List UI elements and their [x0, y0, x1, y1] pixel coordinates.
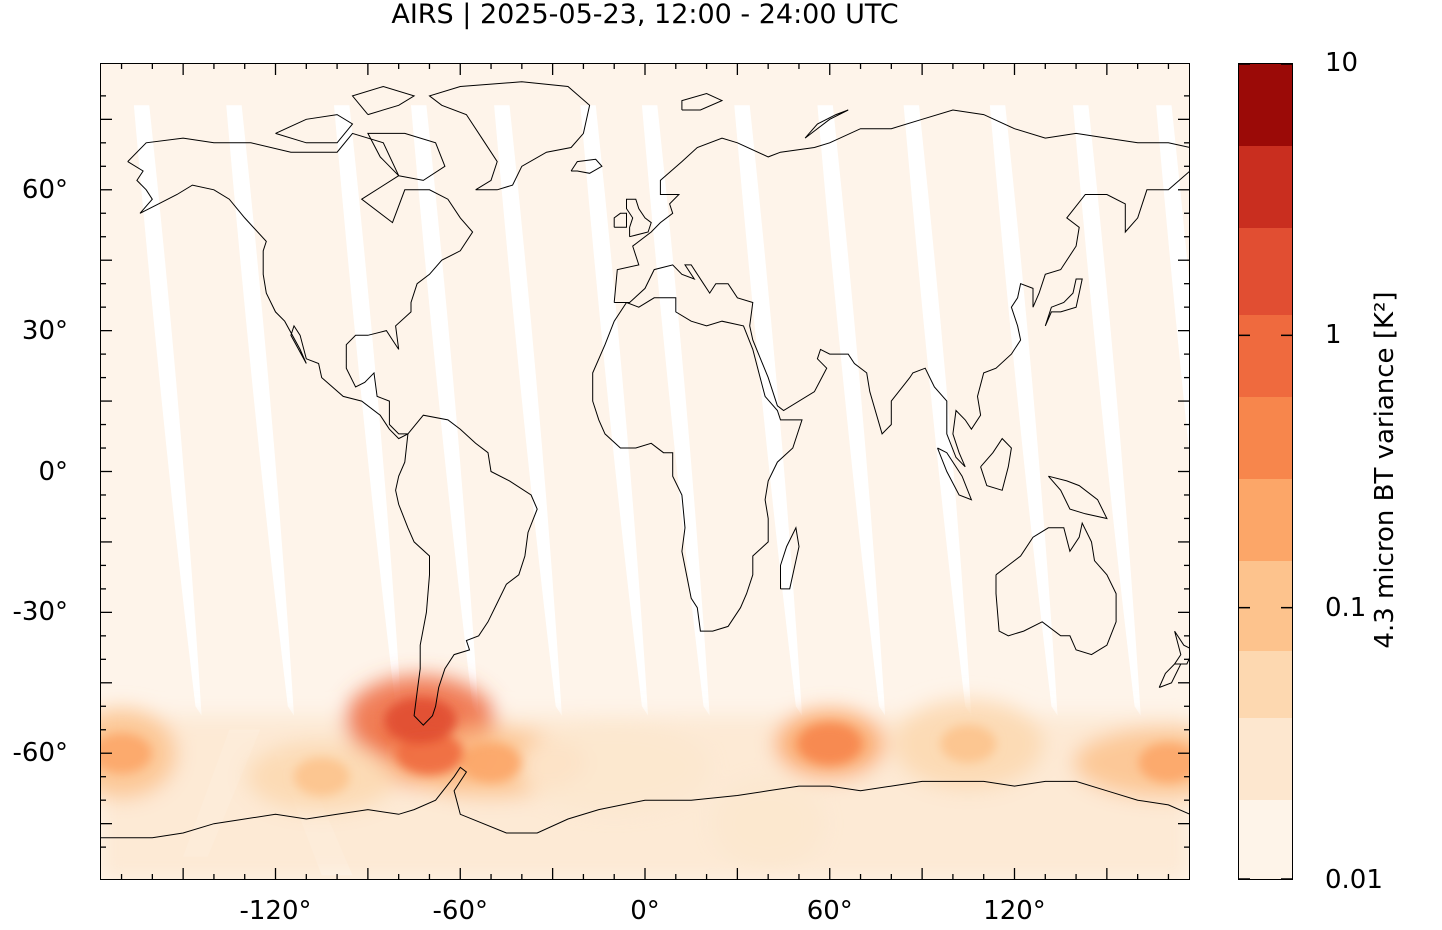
orbit-gap — [817, 105, 886, 716]
colorbar-title: 4.3 micron BT variance [K²] — [1370, 291, 1400, 649]
orbit-gap — [580, 105, 649, 716]
coastline — [1048, 475, 1108, 520]
colorbar-segment — [1239, 650, 1292, 718]
variance-core-south-of-australia — [1138, 742, 1190, 783]
coastline — [100, 766, 1190, 839]
colorbar — [1238, 63, 1293, 880]
colorbar-tick-label: 10 — [1325, 48, 1359, 78]
variance-core-southern-indian — [940, 724, 997, 763]
colorbar-tick-label: 1 — [1325, 320, 1342, 351]
orbit-gap — [641, 105, 710, 716]
coastline — [681, 92, 724, 111]
coastline — [780, 526, 800, 590]
coastline — [275, 114, 354, 144]
orbit-gap — [133, 105, 202, 716]
coastline — [980, 437, 1012, 491]
colorbar-tick-label: 0.01 — [1325, 865, 1383, 895]
coastline — [127, 132, 474, 440]
variance-core-south-pacific-west — [100, 733, 152, 774]
map-plot-area[interactable] — [100, 63, 1190, 880]
x-tick-label: 120° — [983, 896, 1046, 926]
orbit-gap — [334, 105, 402, 716]
y-tick-label: 0° — [38, 456, 68, 487]
coastline — [1158, 663, 1182, 688]
colorbar-segment — [1239, 560, 1292, 652]
x-tick-label: 60° — [806, 896, 853, 926]
x-tick-label: -120° — [239, 896, 312, 926]
variance-core-south-pacific — [293, 757, 350, 796]
y-tick-label: -30° — [12, 597, 68, 628]
colorbar-segment — [1239, 799, 1292, 879]
coastline-layer — [100, 81, 1190, 839]
variance-region-south-atlantic — [519, 722, 710, 813]
coastline — [395, 414, 538, 726]
coastline — [613, 109, 1190, 468]
coastline — [592, 297, 803, 632]
colorbar-segment — [1239, 478, 1292, 562]
coastline — [1173, 630, 1190, 665]
x-tick-label: 0° — [630, 896, 660, 926]
orbit-gap — [989, 105, 1058, 716]
orbit-gap — [494, 105, 562, 716]
colorbar-segment — [1239, 314, 1292, 398]
coastline — [626, 198, 652, 238]
coastline — [937, 447, 973, 501]
x-tick-label: -60° — [432, 896, 488, 926]
coastline — [613, 212, 627, 228]
orbit-gap — [226, 105, 294, 716]
variance-core-layer — [100, 697, 1190, 796]
coastline — [1044, 278, 1083, 327]
coastline — [351, 85, 416, 116]
coastline — [367, 132, 446, 181]
y-tick-label: -60° — [12, 738, 68, 769]
variance-core-south-indian-kerguelen — [797, 722, 862, 765]
coastline — [570, 158, 603, 174]
variance-core-scotia-sea — [461, 742, 522, 783]
colorbar-tick-label: 0.1 — [1325, 592, 1367, 623]
colorbar-segment — [1239, 145, 1292, 229]
orbit-gap — [1072, 105, 1141, 716]
y-tick-label: 60° — [21, 174, 68, 205]
orbit-gaps-layer — [133, 105, 1190, 876]
colorbar-ticks — [1238, 63, 1293, 880]
y-tick-label: 30° — [21, 315, 68, 346]
coastline — [428, 81, 591, 191]
map-canvas — [100, 63, 1190, 880]
orbit-gap — [903, 105, 972, 716]
colorbar-segment — [1239, 717, 1292, 800]
map-title: AIRS | 2025-05-23, 12:00 - 24:00 UTC — [391, 0, 899, 30]
orbit-gap — [734, 105, 803, 716]
orbit-gap — [410, 105, 479, 716]
variance-region-antarctic-interior — [713, 778, 824, 869]
orbit-gap — [1156, 105, 1190, 460]
coastline — [804, 109, 849, 139]
colorbar-segment — [1239, 227, 1292, 316]
coastline — [995, 521, 1117, 656]
colorbar-segment — [1239, 396, 1292, 480]
colorbar-segment — [1239, 64, 1292, 147]
variance-core-south-america-tip — [384, 697, 457, 744]
